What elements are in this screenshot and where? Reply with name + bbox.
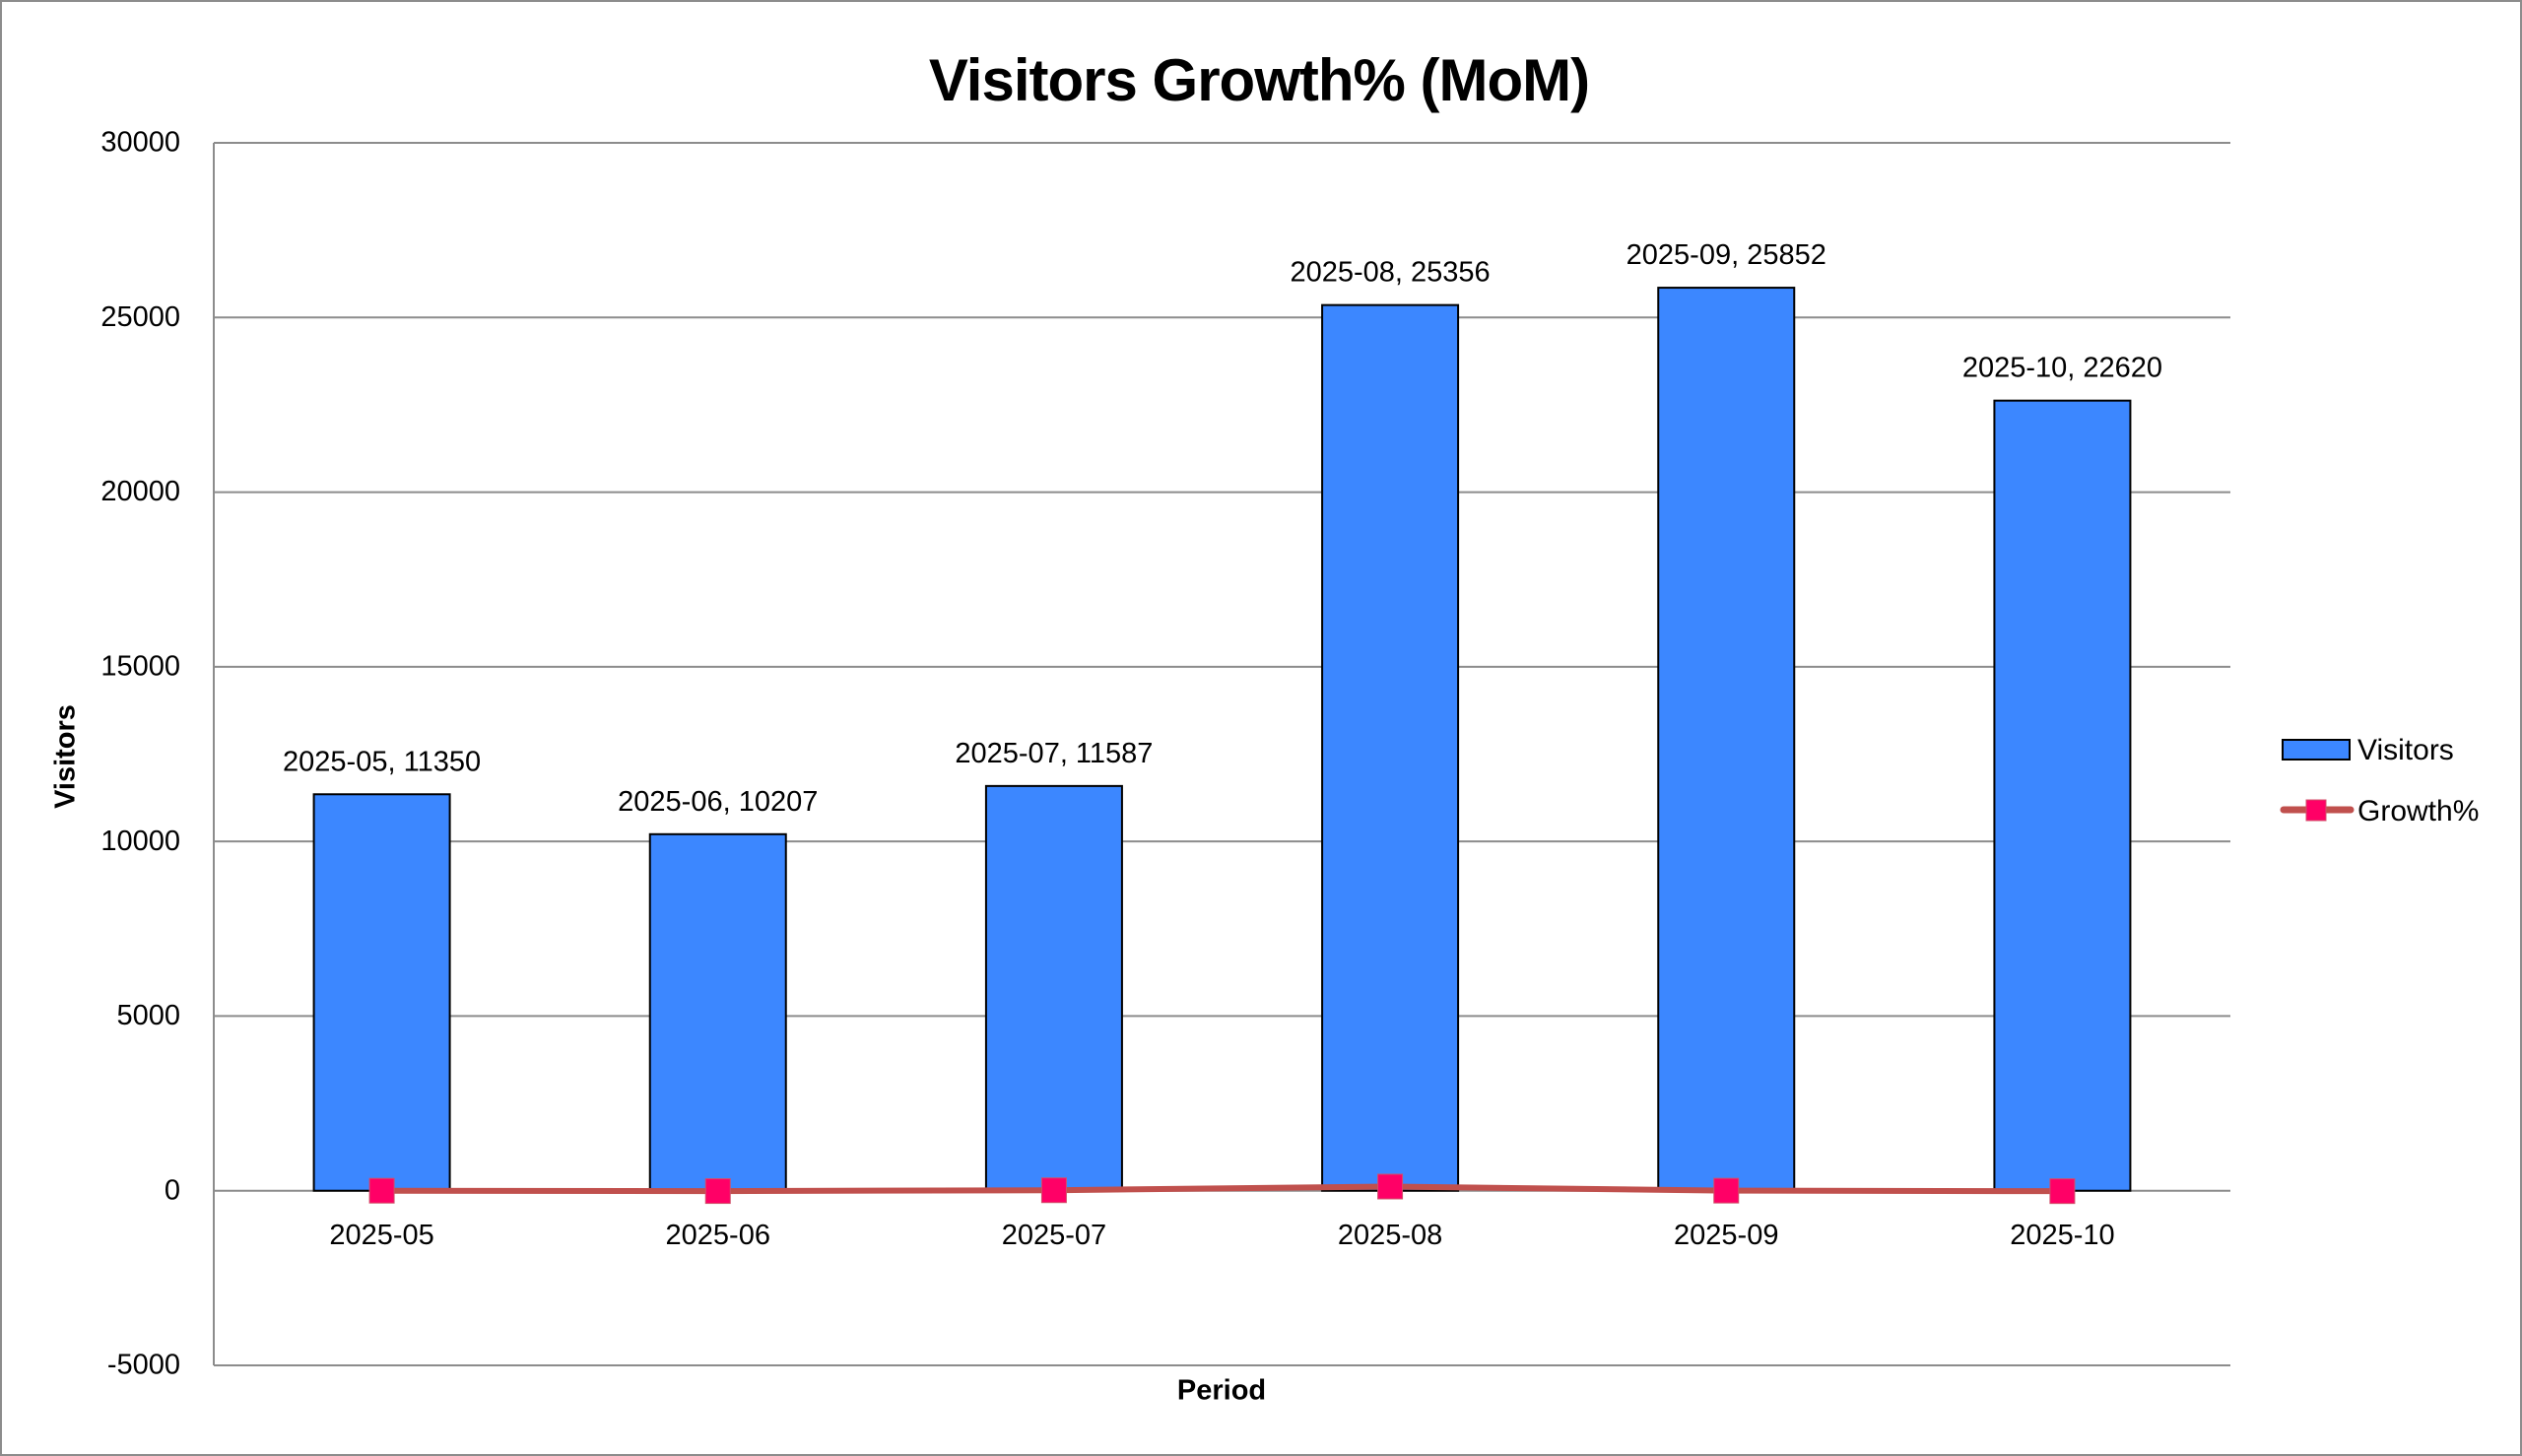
y-tick-label: 0 xyxy=(165,1174,180,1206)
data-labels: 2025-05, 11350 2025-06, 10207 2025-07, 115… xyxy=(283,239,2162,818)
bar-2025-07[interactable] xyxy=(984,784,1123,1192)
legend-label-visitors: Visitors xyxy=(2357,734,2454,766)
bar-2025-08[interactable] xyxy=(1321,303,1460,1192)
y-tick-label: 20000 xyxy=(100,476,180,507)
y-tick-label: 15000 xyxy=(100,651,180,683)
growth-line xyxy=(381,1183,2063,1195)
growth-marker[interactable] xyxy=(1040,1177,1067,1204)
x-tick-label: 2025-05 xyxy=(329,1220,433,1251)
x-tick-label: 2025-06 xyxy=(666,1220,770,1251)
growth-line-series xyxy=(368,1173,2076,1205)
growth-marker[interactable] xyxy=(704,1178,731,1205)
x-axis-tick-labels: 2025-05 2025-06 2025-07 2025-08 2025-09 2025-… xyxy=(329,1220,2114,1251)
gridlines xyxy=(214,142,2230,1366)
x-tick-label: 2025-10 xyxy=(2010,1220,2114,1251)
chart-title: Visitors Growth% (MoM) xyxy=(929,47,1589,113)
bar-2025-06[interactable] xyxy=(648,832,787,1192)
y-tick-label: 5000 xyxy=(116,1000,180,1031)
bar-2025-05[interactable] xyxy=(312,793,451,1192)
bar-swatch-icon xyxy=(2282,739,2351,761)
legend: Visitors Growth% xyxy=(2280,734,2479,827)
x-tick-label: 2025-09 xyxy=(1674,1220,1778,1251)
data-label: 2025-06, 10207 xyxy=(618,786,818,818)
legend-label-growth: Growth% xyxy=(2357,795,2479,827)
growth-marker[interactable] xyxy=(368,1177,395,1204)
legend-item-visitors[interactable]: Visitors xyxy=(2282,734,2454,766)
growth-marker[interactable] xyxy=(1377,1173,1404,1200)
data-label: 2025-08, 25356 xyxy=(1290,257,1490,289)
visitors-bars xyxy=(312,287,2132,1192)
data-label: 2025-07, 11587 xyxy=(955,738,1153,769)
y-tick-label: 25000 xyxy=(100,301,180,333)
bar-2025-09[interactable] xyxy=(1657,287,1796,1192)
data-label: 2025-05, 11350 xyxy=(283,746,481,777)
x-tick-label: 2025-08 xyxy=(1338,1220,1442,1251)
y-tick-label: -5000 xyxy=(107,1350,180,1381)
growth-marker[interactable] xyxy=(1713,1177,1740,1204)
y-axis-tick-labels: 30000 25000 20000 15000 10000 5000 0 -5000 xyxy=(100,127,180,1381)
y-tick-label: 30000 xyxy=(100,127,180,159)
data-label: 2025-09, 25852 xyxy=(1626,239,1826,271)
y-tick-label: 10000 xyxy=(100,826,180,857)
line-marker-swatch-icon xyxy=(2280,799,2355,822)
legend-item-growth[interactable]: Growth% xyxy=(2280,795,2479,827)
bar-2025-10[interactable] xyxy=(1993,399,2132,1192)
x-axis-title: Period xyxy=(1177,1375,1266,1407)
y-axis-title: Visitors xyxy=(50,704,82,809)
x-tick-label: 2025-07 xyxy=(1002,1220,1106,1251)
data-label: 2025-10, 22620 xyxy=(1962,353,2162,384)
growth-marker[interactable] xyxy=(2049,1178,2076,1205)
